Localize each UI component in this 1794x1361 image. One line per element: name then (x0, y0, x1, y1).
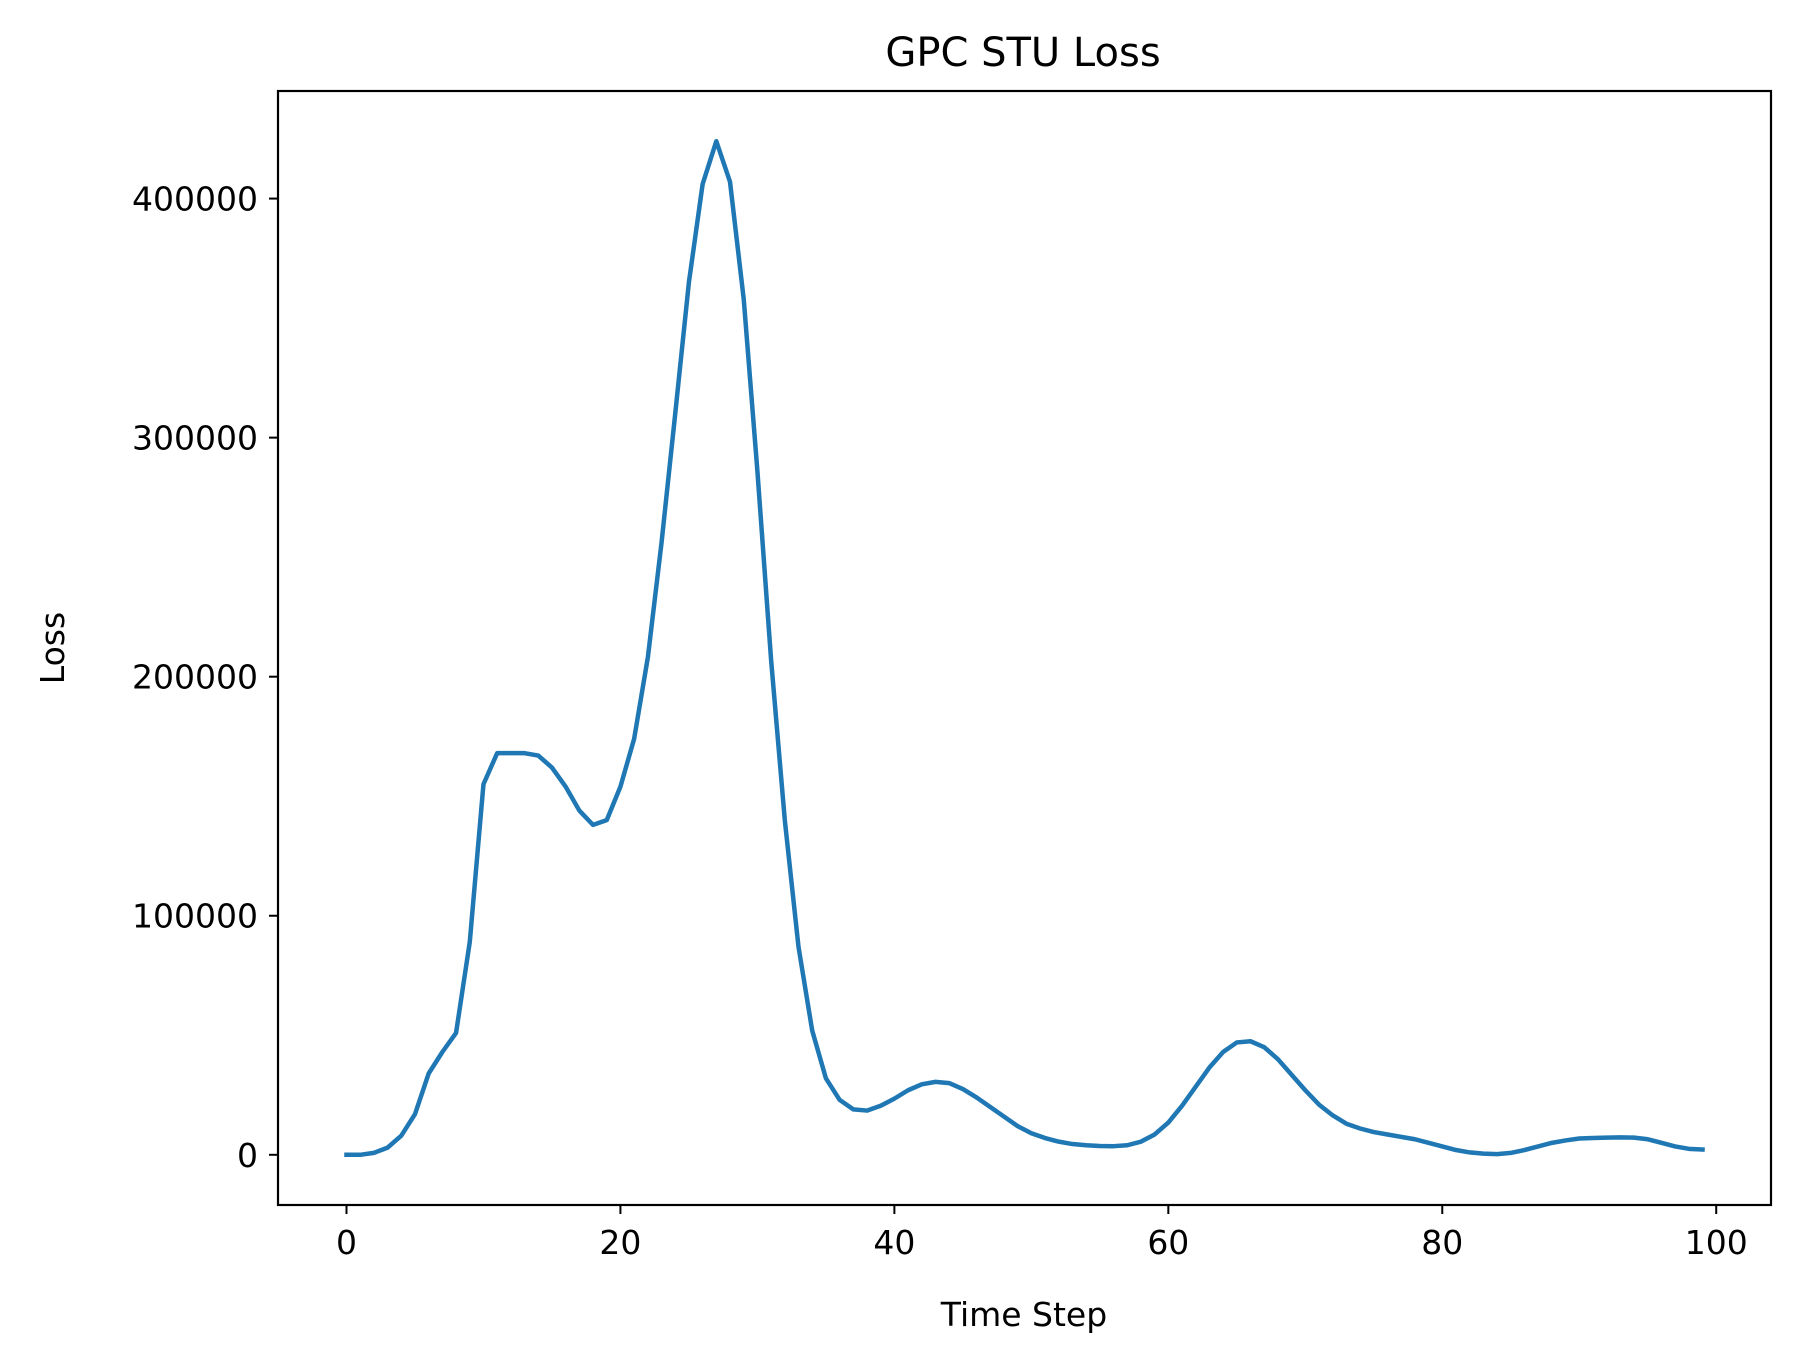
y-tick-label: 100000 (132, 897, 258, 936)
x-axis-ticks: 0 20 40 60 80 100 (336, 1205, 1748, 1262)
y-axis-label: Loss (33, 612, 72, 684)
loss-series-line (344, 138, 1705, 1158)
x-tick-label: 40 (873, 1223, 915, 1262)
x-tick-label: 60 (1147, 1223, 1189, 1262)
x-tick-label: 80 (1421, 1223, 1463, 1262)
x-tick-label: 100 (1685, 1223, 1748, 1262)
y-tick-label: 300000 (132, 419, 258, 458)
x-tick-label: 0 (336, 1223, 357, 1262)
chart-title: GPC STU Loss (885, 30, 1160, 76)
y-axis-ticks: 0 100000 200000 300000 400000 (132, 180, 278, 1175)
y-tick-label: 200000 (132, 658, 258, 697)
x-axis-label: Time Step (940, 1295, 1107, 1334)
x-tick-label: 20 (599, 1223, 641, 1262)
y-tick-label: 0 (237, 1136, 258, 1175)
y-tick-label: 400000 (132, 180, 258, 219)
plot-area-frame (276, 89, 1773, 1207)
